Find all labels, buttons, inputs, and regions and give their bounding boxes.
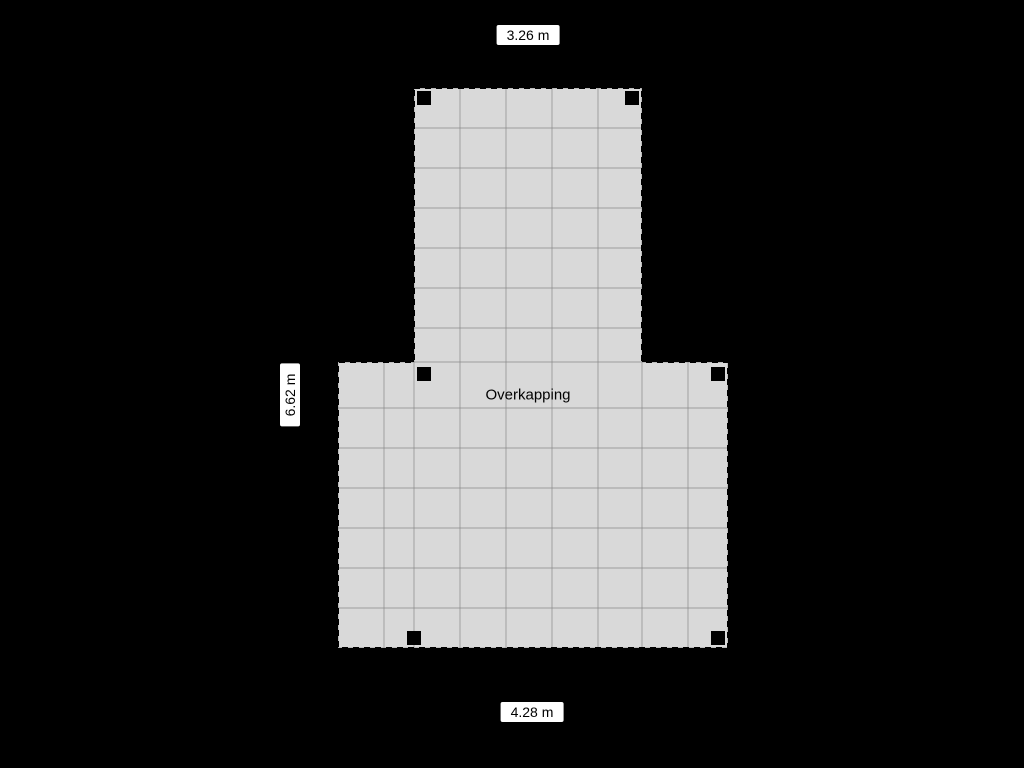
floorplan-canvas: 3.26 m 6.62 m 4.28 m Overkapping (0, 0, 1024, 768)
floorplan-svg (0, 0, 1024, 768)
room-label: Overkapping (485, 387, 570, 404)
dimension-left: 6.62 m (280, 364, 300, 427)
dimension-bottom: 4.28 m (501, 702, 564, 722)
dimension-top: 3.26 m (497, 25, 560, 45)
